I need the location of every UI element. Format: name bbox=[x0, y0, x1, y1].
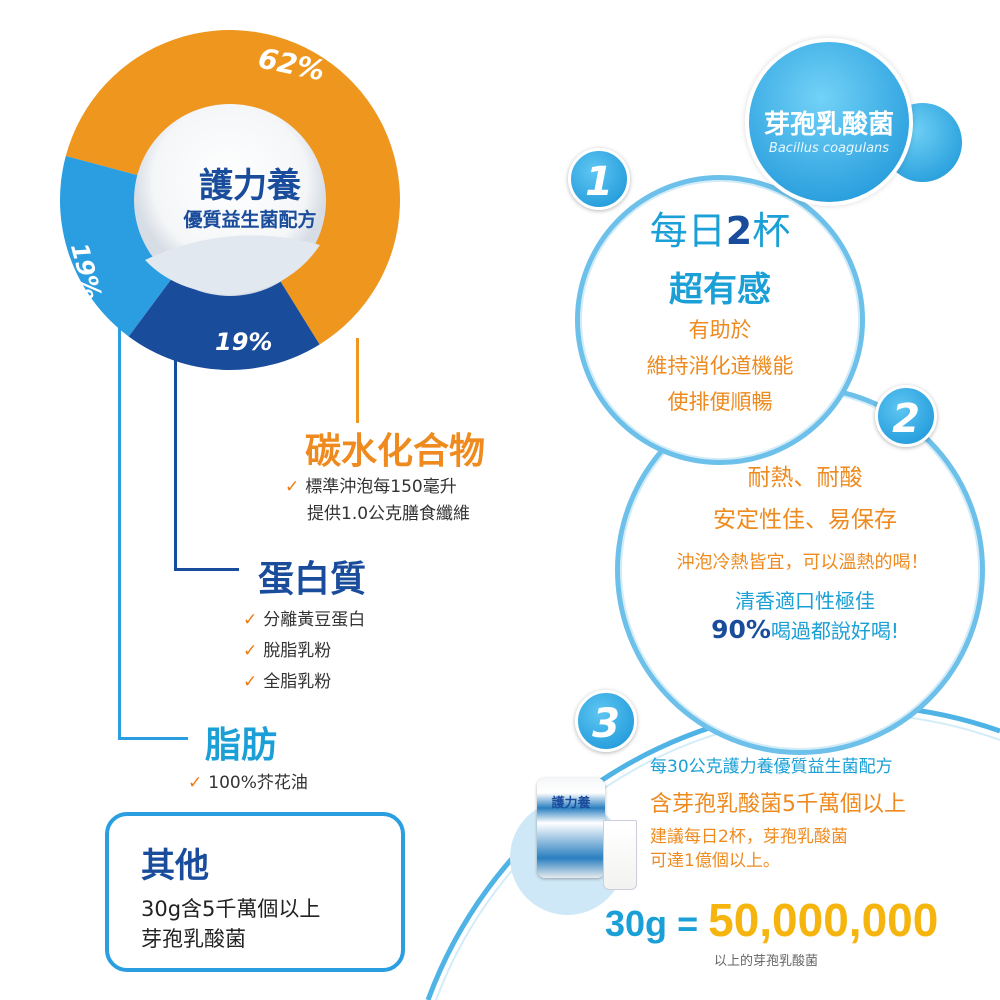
slice-protein bbox=[128, 275, 320, 371]
point1-text: 有助於 維持消化道機能 使排便順暢 bbox=[646, 318, 794, 414]
point3-line2: 含芽孢乳酸菌5千萬個以上 bbox=[650, 792, 906, 817]
carbs-connector bbox=[356, 338, 359, 423]
badge: 芽孢乳酸菌 Bacillus coagulans bbox=[745, 38, 913, 206]
badge-subtitle: Bacillus coagulans bbox=[768, 141, 890, 156]
point2-line3: 沖泡冷熱皆宜，可以溫熱的喝！ bbox=[676, 552, 929, 573]
milk-glass bbox=[603, 820, 637, 890]
check-icon: ✓ bbox=[243, 641, 258, 661]
carbs-list: ✓ 標準沖泡每150毫升 提供1.0公克膳食纖維 bbox=[285, 474, 470, 528]
point3-big-number: 30g = 50,000,000 bbox=[605, 894, 939, 946]
point3-number: 3 bbox=[575, 690, 637, 752]
protein-item: ✓ 脫脂乳粉 bbox=[243, 641, 332, 661]
point1-circle bbox=[575, 175, 865, 465]
point3-line1: 每30公克護力養優質益生菌配方 bbox=[650, 757, 893, 777]
protein-connector-h bbox=[174, 568, 239, 571]
slice-carbs bbox=[65, 30, 400, 345]
carbs-item: 提供1.0公克膳食纖維 bbox=[307, 504, 471, 524]
check-icon: ✓ bbox=[243, 672, 258, 692]
other-title: 其他 bbox=[141, 846, 209, 886]
point2-line1: 耐熱、耐酸 bbox=[747, 465, 863, 491]
protein-title: 蛋白質 bbox=[258, 559, 367, 600]
fat-title: 脂肪 bbox=[205, 725, 278, 766]
point2-number: 2 bbox=[875, 385, 937, 447]
point1-headline: 每日2杯 bbox=[649, 209, 791, 253]
fat-item: ✓ 100%芥花油 bbox=[188, 773, 308, 793]
point3-caption: 以上的芽孢乳酸菌 bbox=[714, 954, 819, 969]
point1-subheadline: 超有感 bbox=[669, 270, 771, 310]
milk-wave bbox=[145, 235, 320, 295]
check-icon: ✓ bbox=[285, 477, 300, 497]
check-icon: ✓ bbox=[188, 773, 203, 793]
point2-line2: 安定性佳、易保存 bbox=[713, 507, 897, 533]
point1-number: 1 bbox=[568, 148, 630, 210]
other-text: 30g含5千萬個以上 芽孢乳酸菌 bbox=[141, 897, 321, 951]
slice-label-protein: 19% bbox=[215, 328, 273, 356]
badge-title: 芽孢乳酸菌 bbox=[763, 110, 894, 140]
check-icon: ✓ bbox=[243, 610, 258, 630]
protein-connector-v bbox=[174, 350, 177, 570]
product-can-label: 護力養 bbox=[551, 796, 591, 811]
carbs-item: ✓ 標準沖泡每150毫升 bbox=[285, 477, 457, 497]
other-box: 其他 30g含5千萬個以上 芽孢乳酸菌 bbox=[105, 812, 405, 972]
fat-connector-h bbox=[118, 737, 188, 740]
protein-item: ✓ 分離黃豆蛋白 bbox=[243, 610, 366, 630]
slice-fat bbox=[60, 156, 174, 337]
point2-line5: 90%喝過都說好喝! bbox=[711, 615, 899, 644]
carbs-title: 碳水化合物 bbox=[305, 431, 486, 472]
point3-line3-4: 建議每日2杯，芽孢乳酸菌 可達1億個以上。 bbox=[650, 827, 848, 871]
donut-chart bbox=[60, 30, 400, 371]
fat-connector-v bbox=[118, 300, 121, 740]
donut-center-subtitle: 優質益生菌配方 bbox=[183, 209, 317, 231]
point2-line4: 清香適口性極佳 bbox=[735, 589, 875, 613]
protein-item: ✓ 全脂乳粉 bbox=[243, 672, 332, 692]
protein-list: ✓ 分離黃豆蛋白 ✓ 脫脂乳粉 ✓ 全脂乳粉 bbox=[243, 605, 365, 698]
donut-center-title: 護力養 bbox=[199, 166, 301, 206]
product-can: 護力養 bbox=[537, 778, 605, 878]
